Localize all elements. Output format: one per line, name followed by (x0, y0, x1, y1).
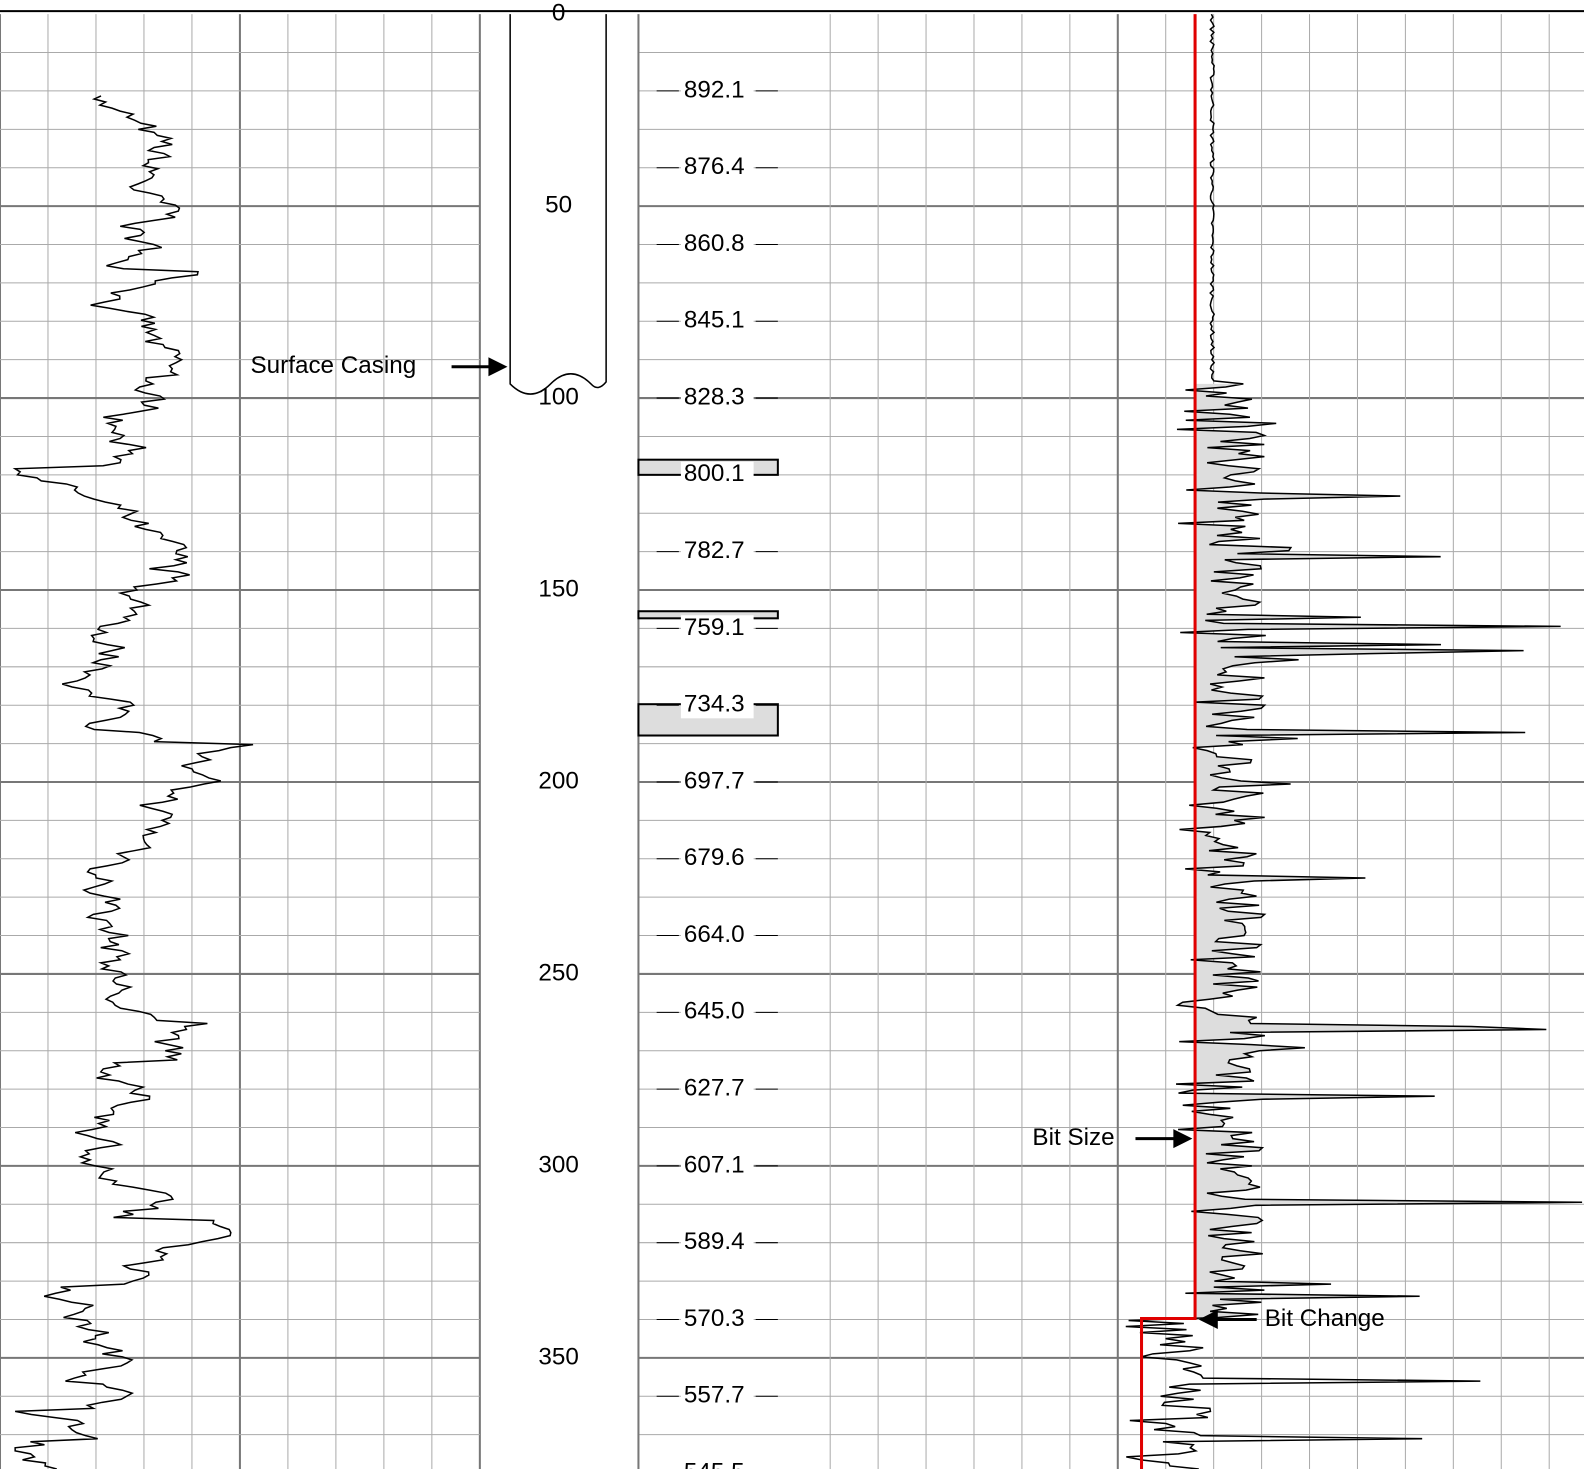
elevation-label: 589.4 (684, 1228, 745, 1255)
curves (12, 13, 1583, 1469)
bit-size-label: Bit Size (1032, 1124, 1114, 1151)
elevation-label: 545.5 (684, 1458, 745, 1469)
label-bg (680, 231, 754, 258)
elevation-label: 734.3 (684, 691, 745, 718)
elevation-label: 557.7 (684, 1382, 745, 1409)
elevation-label: 645.0 (684, 998, 745, 1025)
elevation-label: 876.4 (684, 153, 745, 180)
label-bg (680, 1459, 754, 1469)
label-bg (680, 308, 754, 335)
surface-casing-label: Surface Casing (251, 352, 417, 379)
label-bg (680, 768, 754, 796)
elevation-label: 697.7 (684, 767, 745, 794)
grid (0, 14, 1584, 1469)
depth-label: 50 (545, 192, 572, 219)
label-bg (680, 845, 754, 872)
label-bg (680, 1075, 754, 1103)
elevation-label: 845.1 (684, 307, 745, 334)
elevation-label: 627.7 (684, 1075, 745, 1102)
label-bg (680, 77, 754, 105)
elevation-label: 664.0 (684, 921, 745, 948)
elevation-label: 892.1 (684, 76, 745, 103)
arrow (451, 357, 508, 377)
label-bg (680, 999, 754, 1026)
elevation-label: 607.1 (684, 1151, 745, 1178)
resistivity-curve (1125, 13, 1583, 1469)
label-bg (680, 461, 754, 488)
label-bg (680, 922, 754, 949)
depth-label: 0 (552, 0, 565, 27)
label-bg (680, 615, 754, 642)
surface-casing-shape (509, 14, 607, 395)
elevation-label: 800.1 (684, 460, 745, 487)
depth-label: 350 (538, 1343, 578, 1370)
label-bg (680, 1152, 754, 1180)
elevation-label: 828.3 (684, 383, 745, 410)
elevation-label: 782.7 (684, 537, 745, 564)
label-bg (680, 1383, 754, 1410)
depth-label: 250 (538, 959, 578, 986)
elevation-label: 759.1 (684, 614, 745, 641)
label-bg (680, 154, 754, 181)
depth-label: 100 (538, 383, 578, 410)
label-bg (680, 1306, 754, 1333)
arrow (1198, 1309, 1257, 1329)
depth-label: 150 (538, 575, 578, 602)
depth-label: 200 (538, 767, 578, 794)
label-bg (680, 692, 754, 719)
label-bg (680, 384, 754, 412)
elevation-label: 679.6 (684, 844, 745, 871)
depth-label: 300 (538, 1151, 578, 1178)
shading (1176, 383, 1583, 1319)
bit-size-line (1140, 14, 1197, 1469)
elevation-label: 570.3 (684, 1305, 745, 1332)
elevation-label: 860.8 (684, 230, 745, 257)
label-bg (680, 1229, 754, 1256)
gamma-curve (12, 95, 254, 1469)
label-bg (680, 538, 754, 565)
bit-change-label: Bit Change (1265, 1305, 1385, 1332)
arrow (1135, 1129, 1193, 1149)
